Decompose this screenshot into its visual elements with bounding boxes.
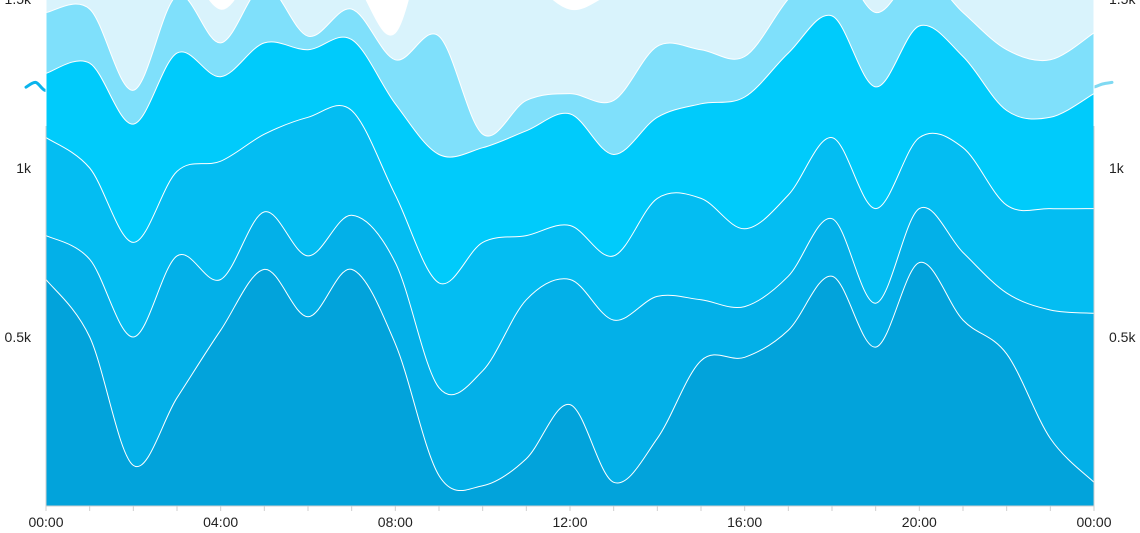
y-tick-label-right: 1k: [1109, 160, 1125, 176]
y-tick-label-left: 0.5k: [5, 329, 32, 345]
x-tick-label: 08:00: [378, 514, 413, 530]
x-tick-label: 04:00: [203, 514, 238, 530]
y-tick-label-left: 1k: [16, 160, 32, 176]
x-tick-label: 16:00: [727, 514, 762, 530]
x-tick-label: 20:00: [902, 514, 937, 530]
x-tick-label: 12:00: [552, 514, 587, 530]
y-tick-label-left: 1.5k: [5, 0, 32, 7]
x-tick-label: 00:00: [28, 514, 63, 530]
x-tick-label: 00:00: [1076, 514, 1111, 530]
area-series-1: [45, 262, 1095, 507]
y-tick-label-right: 0.5k: [1109, 329, 1136, 345]
y-tick-label-right: 1.5k: [1109, 0, 1136, 7]
